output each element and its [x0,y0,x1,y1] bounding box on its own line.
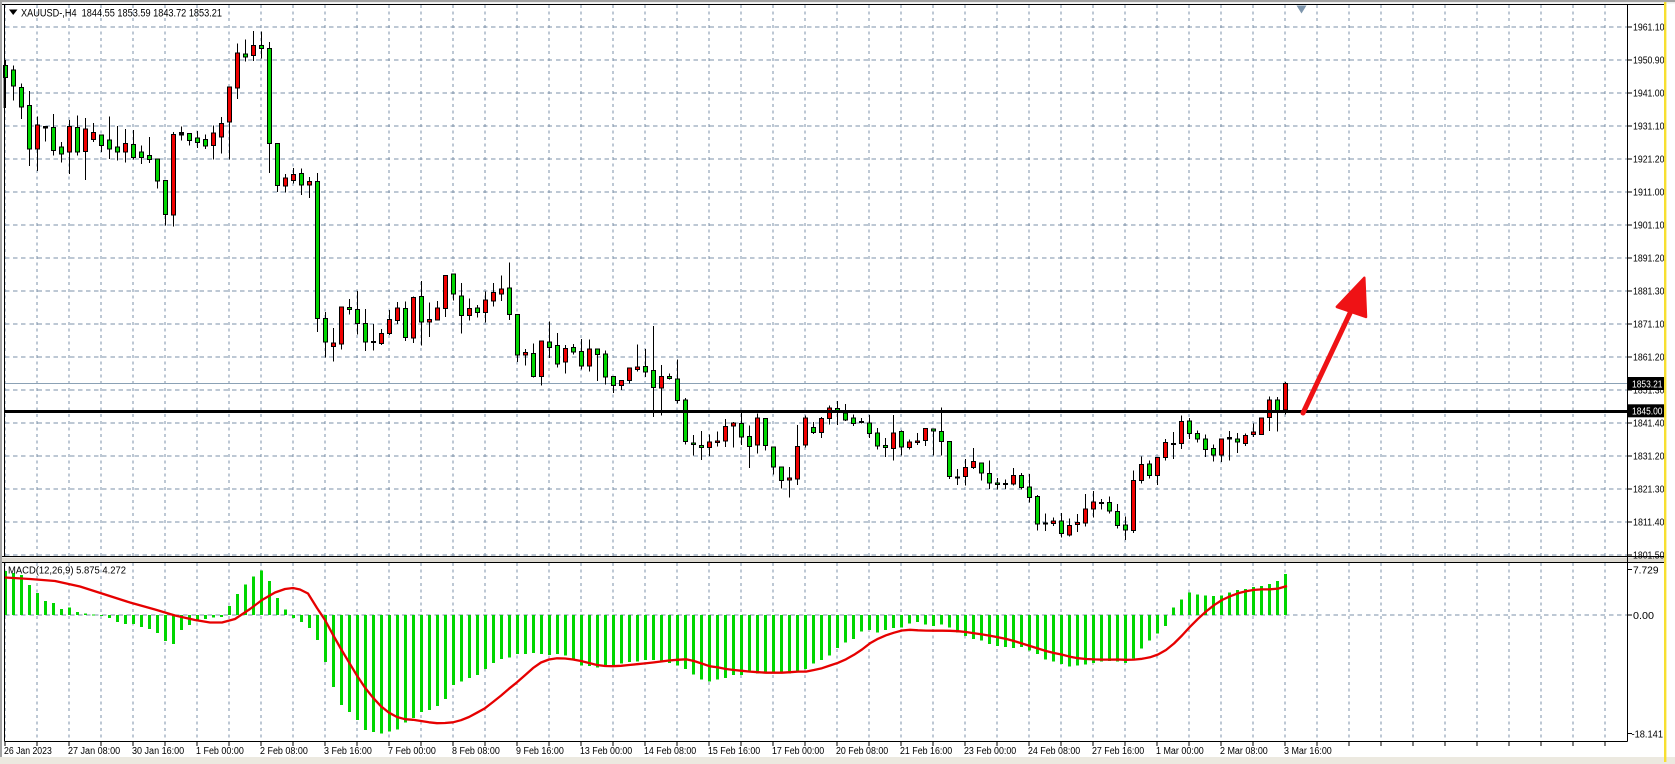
svg-text:15 Feb 16:00: 15 Feb 16:00 [708,746,761,757]
svg-text:1871.10: 1871.10 [1633,320,1665,331]
svg-text:1950.90: 1950.90 [1633,56,1665,67]
svg-text:7.729: 7.729 [1633,565,1659,576]
svg-text:1851.30: 1851.30 [1633,386,1665,397]
svg-text:1881.30: 1881.30 [1633,287,1665,298]
svg-text:13 Feb 00:00: 13 Feb 00:00 [580,746,633,757]
svg-text:1861.20: 1861.20 [1633,353,1665,364]
svg-text:3 Feb 16:00: 3 Feb 16:00 [324,746,372,757]
svg-text:2 Feb 08:00: 2 Feb 08:00 [260,746,308,757]
svg-text:1831.20: 1831.20 [1633,452,1665,463]
svg-text:1891.20: 1891.20 [1633,254,1665,265]
svg-text:MACD(12,26,9) 5.875 4.272: MACD(12,26,9) 5.875 4.272 [8,566,126,577]
svg-text:0.00: 0.00 [1633,611,1654,622]
svg-text:1821.30: 1821.30 [1633,485,1665,496]
svg-text:8 Feb 08:00: 8 Feb 08:00 [452,746,500,757]
svg-text:24 Feb 08:00: 24 Feb 08:00 [1028,746,1081,757]
svg-text:1845.00: 1845.00 [1632,407,1663,418]
svg-text:23 Feb 00:00: 23 Feb 00:00 [964,746,1017,757]
svg-text:XAUUSD-,H4 1844.55 1853.59 18: XAUUSD-,H4 1844.55 1853.59 1843.72 1853.… [21,8,222,20]
svg-text:14 Feb 08:00: 14 Feb 08:00 [644,746,697,757]
svg-text:1841.40: 1841.40 [1633,419,1665,430]
svg-text:1931.10: 1931.10 [1633,122,1665,133]
svg-text:1 Mar 00:00: 1 Mar 00:00 [1156,746,1204,757]
svg-text:-18.141: -18.141 [1632,729,1664,740]
svg-text:2 Mar 08:00: 2 Mar 08:00 [1220,746,1268,757]
svg-text:1 Feb 00:00: 1 Feb 00:00 [196,746,244,757]
svg-text:1853.21: 1853.21 [1632,379,1663,390]
svg-text:20 Feb 08:00: 20 Feb 08:00 [836,746,889,757]
svg-text:7 Feb 00:00: 7 Feb 00:00 [388,746,436,757]
svg-text:1911.00: 1911.00 [1633,188,1665,199]
svg-text:1941.00: 1941.00 [1633,89,1665,100]
svg-text:3 Mar 16:00: 3 Mar 16:00 [1284,746,1332,757]
svg-text:1801.50: 1801.50 [1633,551,1665,562]
svg-text:27 Jan 08:00: 27 Jan 08:00 [68,746,121,757]
svg-text:1921.20: 1921.20 [1633,155,1665,166]
svg-text:9 Feb 16:00: 9 Feb 16:00 [516,746,564,757]
svg-text:27 Feb 16:00: 27 Feb 16:00 [1092,746,1145,757]
svg-text:21 Feb 16:00: 21 Feb 16:00 [900,746,953,757]
svg-text:1901.10: 1901.10 [1633,221,1665,232]
svg-text:26 Jan 2023: 26 Jan 2023 [4,746,52,757]
svg-text:1961.10: 1961.10 [1633,23,1665,34]
svg-text:1811.40: 1811.40 [1633,518,1665,529]
svg-text:30 Jan 16:00: 30 Jan 16:00 [132,746,185,757]
svg-text:17 Feb 00:00: 17 Feb 00:00 [772,746,825,757]
